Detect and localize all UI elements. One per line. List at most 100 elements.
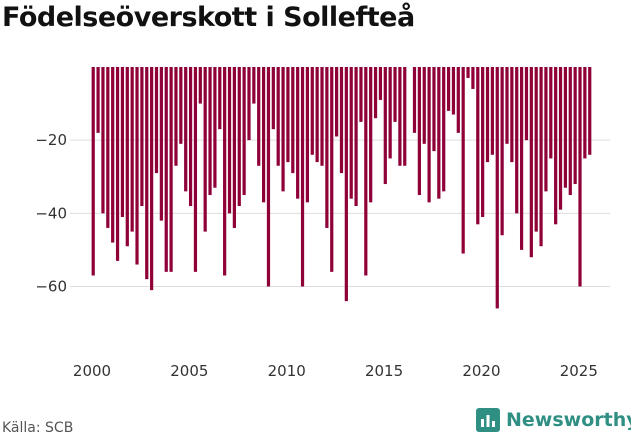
x-tick-label-2005: 2005 bbox=[170, 362, 208, 380]
bar-55 bbox=[354, 67, 358, 206]
bar-7 bbox=[120, 67, 125, 217]
bar-84 bbox=[495, 67, 499, 309]
bar-91 bbox=[529, 67, 533, 258]
bar-98 bbox=[563, 67, 568, 188]
bar-35 bbox=[257, 67, 261, 166]
x-tick-label-2015: 2015 bbox=[365, 362, 403, 380]
bar-102 bbox=[583, 67, 587, 159]
bar-57 bbox=[364, 67, 368, 276]
bar-1 bbox=[91, 67, 95, 276]
bar-20 bbox=[184, 67, 188, 192]
bar-40 bbox=[281, 67, 285, 192]
bar-9 bbox=[130, 67, 134, 232]
bar-64 bbox=[398, 67, 402, 166]
bar-3 bbox=[101, 67, 105, 214]
x-axis-ticks: 2000 2005 2010 2015 2020 2025 bbox=[73, 362, 598, 380]
bar-99 bbox=[568, 67, 572, 196]
bar-75 bbox=[451, 67, 456, 115]
bar-56 bbox=[359, 67, 363, 122]
bar-15 bbox=[159, 67, 163, 221]
x-tick-label-2000: 2000 bbox=[73, 362, 111, 380]
bar-58 bbox=[369, 67, 373, 203]
bar-76 bbox=[456, 67, 460, 133]
bar-61 bbox=[383, 67, 387, 185]
bar-94 bbox=[544, 67, 548, 192]
bar-13 bbox=[150, 67, 154, 291]
bar-65 bbox=[403, 67, 407, 166]
bar-88 bbox=[515, 67, 519, 214]
bar-81 bbox=[481, 67, 485, 217]
bar-85 bbox=[500, 67, 504, 236]
bar-5 bbox=[111, 67, 115, 243]
bar-18 bbox=[174, 67, 178, 166]
bar-17 bbox=[169, 67, 173, 272]
bar-16 bbox=[164, 67, 168, 272]
bar-chart-logo-icon bbox=[476, 408, 500, 432]
bar-82 bbox=[485, 67, 490, 163]
bar-19 bbox=[179, 67, 183, 144]
bar-45 bbox=[305, 67, 310, 203]
brand-name: Newsworthy bbox=[506, 409, 631, 431]
bar-54 bbox=[349, 67, 353, 199]
bar-52 bbox=[339, 67, 344, 174]
newsworthy-logo[interactable]: Newsworthy bbox=[476, 408, 631, 432]
bar-73 bbox=[442, 67, 446, 192]
bar-96 bbox=[554, 67, 558, 225]
bar-28 bbox=[223, 67, 227, 276]
bar-89 bbox=[519, 67, 524, 250]
bar-6 bbox=[115, 67, 120, 261]
bar-53 bbox=[344, 67, 348, 302]
bar-8 bbox=[125, 67, 129, 247]
bar-27 bbox=[218, 67, 222, 130]
bar-103 bbox=[588, 67, 592, 155]
bar-72 bbox=[437, 67, 441, 199]
bar-68 bbox=[417, 67, 421, 196]
bar-74 bbox=[446, 67, 451, 111]
bar-79 bbox=[471, 67, 475, 89]
x-tick-label-2025: 2025 bbox=[560, 362, 598, 380]
y-axis-ticks: −20 −40 −60 bbox=[35, 131, 67, 295]
bar-95 bbox=[549, 67, 553, 159]
bar-83 bbox=[490, 67, 494, 155]
source-label: Källa: SCB bbox=[2, 420, 74, 436]
bar-4 bbox=[106, 67, 110, 228]
bar-78 bbox=[466, 67, 470, 78]
bar-49 bbox=[325, 67, 329, 228]
bar-44 bbox=[300, 67, 305, 287]
bar-93 bbox=[539, 67, 543, 247]
bar-90 bbox=[524, 67, 529, 141]
bar-38 bbox=[271, 67, 275, 130]
bar-101 bbox=[578, 67, 582, 287]
bar-71 bbox=[432, 67, 436, 152]
bar-2 bbox=[96, 67, 100, 133]
bar-59 bbox=[373, 67, 378, 119]
bar-23 bbox=[198, 67, 202, 104]
bar-46 bbox=[310, 67, 314, 155]
bar-86 bbox=[505, 67, 509, 144]
y-tick-label-2: −40 bbox=[35, 204, 67, 222]
bar-32 bbox=[242, 67, 246, 196]
bar-42 bbox=[291, 67, 295, 174]
bar-100 bbox=[573, 67, 577, 185]
bar-22 bbox=[193, 67, 198, 272]
bar-12 bbox=[145, 67, 149, 280]
bar-34 bbox=[252, 67, 256, 104]
bar-series bbox=[91, 67, 592, 309]
bar-47 bbox=[315, 67, 319, 163]
bar-31 bbox=[237, 67, 241, 206]
bar-62 bbox=[388, 67, 392, 159]
bar-39 bbox=[276, 67, 280, 166]
x-tick-label-2010: 2010 bbox=[268, 362, 306, 380]
y-tick-label-1: −20 bbox=[35, 131, 67, 149]
bar-37 bbox=[266, 67, 271, 287]
x-tick-label-2020: 2020 bbox=[462, 362, 500, 380]
bar-60 bbox=[378, 67, 383, 100]
bar-chart: −20 −40 −60 2000 2005 2010 2015 2020 202… bbox=[35, 67, 610, 380]
bar-69 bbox=[422, 67, 426, 144]
bar-50 bbox=[330, 67, 334, 272]
bar-25 bbox=[208, 67, 212, 196]
bar-36 bbox=[261, 67, 266, 203]
bar-77 bbox=[461, 67, 465, 254]
chart-title: Födelseöverskott i Sollefteå bbox=[2, 2, 415, 33]
bar-29 bbox=[227, 67, 232, 214]
